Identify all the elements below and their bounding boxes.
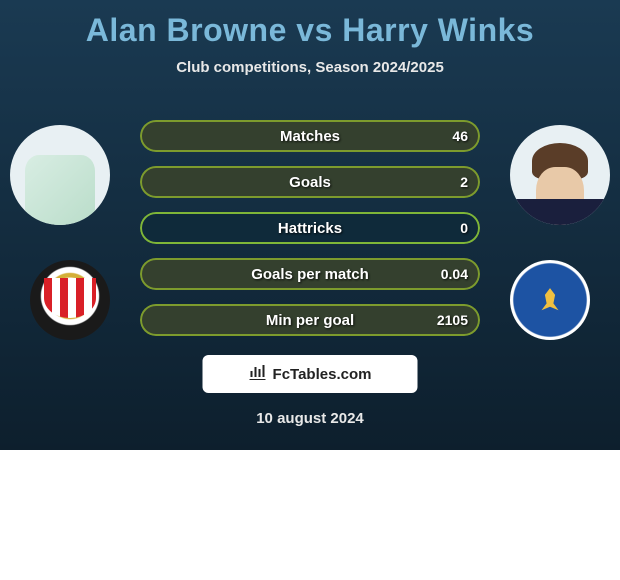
subtitle: Club competitions, Season 2024/2025	[0, 59, 620, 76]
stat-label: Goals per match	[140, 258, 480, 290]
player-left-avatar	[10, 125, 110, 225]
stat-row: Goals per match0.04	[140, 258, 480, 290]
stat-row: Goals2	[140, 166, 480, 198]
stat-label: Min per goal	[140, 304, 480, 336]
stat-label: Hattricks	[140, 212, 480, 244]
page-title: Alan Browne vs Harry Winks	[0, 0, 620, 49]
stat-label: Goals	[140, 166, 480, 198]
brand-label: FcTables.com	[273, 366, 372, 383]
stat-value-right: 2105	[437, 304, 468, 336]
brand-pill[interactable]: FcTables.com	[203, 355, 418, 393]
comparison-card: Alan Browne vs Harry Winks Club competit…	[0, 0, 620, 450]
club-badge-left	[30, 260, 110, 340]
stats-container: Matches46 Goals2 Hattricks0 Goals per match…	[140, 120, 480, 350]
stat-value-right: 0.04	[441, 258, 468, 290]
stat-row: Matches46	[140, 120, 480, 152]
jersey-icon	[510, 199, 610, 225]
stat-row: Min per goal2105	[140, 304, 480, 336]
stat-row: Hattricks0	[140, 212, 480, 244]
jersey-icon	[25, 155, 95, 225]
stat-value-right: 2	[460, 166, 468, 198]
stat-value-right: 46	[452, 120, 468, 152]
chart-icon	[249, 363, 267, 386]
date-label: 10 august 2024	[0, 410, 620, 427]
player-right-avatar	[510, 125, 610, 225]
stat-value-right: 0	[460, 212, 468, 244]
club-badge-right	[510, 260, 590, 340]
stat-label: Matches	[140, 120, 480, 152]
